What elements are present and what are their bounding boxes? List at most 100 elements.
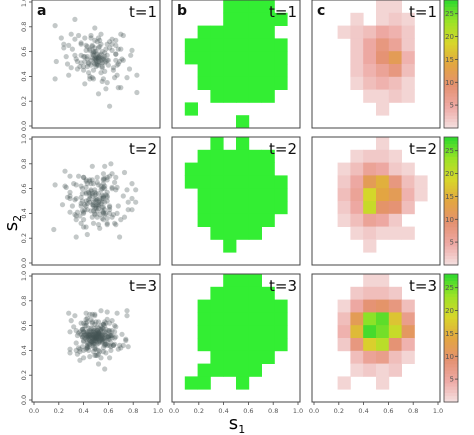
x-tick-label: 0.4 — [78, 407, 88, 415]
scatter-point — [84, 200, 90, 207]
heat-cell — [376, 12, 390, 26]
occupied-cell — [248, 213, 262, 227]
heat-cell — [376, 64, 390, 78]
scatter-point — [82, 331, 88, 337]
colorbar-frame — [443, 136, 459, 266]
scatter-point — [107, 342, 113, 348]
y-axis-row-1: 0.0 0.2 0.4 0.6 0.8 1.0 — [20, 0, 32, 131]
scatter-point — [100, 210, 106, 216]
scatter-point — [81, 337, 87, 344]
scatter-point — [93, 54, 99, 60]
scatter-point — [63, 54, 69, 60]
scatter-point — [114, 62, 120, 68]
scatter-point — [97, 52, 103, 58]
occupied-cell — [197, 149, 211, 163]
scatter-point — [109, 335, 115, 341]
colorbar-segment — [444, 255, 458, 260]
x-tick-label: 0.8 — [268, 407, 278, 415]
scatter-point — [100, 336, 106, 342]
heat-cell — [388, 286, 402, 300]
colorbar-segment — [444, 115, 458, 119]
colorbar-segment — [444, 366, 458, 371]
heat-cell — [414, 175, 428, 189]
colorbar-segment — [444, 360, 458, 365]
scatter-point — [95, 182, 102, 188]
scatter-point — [78, 183, 84, 189]
scatter-point — [94, 339, 100, 345]
scatter-point — [103, 326, 109, 332]
occupied-cell — [236, 115, 250, 129]
scatter-point — [87, 191, 93, 197]
x-tick-label: 1.0 — [293, 407, 303, 415]
colorbar-segment — [444, 80, 458, 84]
heat-cell — [388, 51, 402, 65]
scatter-point — [62, 168, 68, 174]
scatter-point — [86, 347, 92, 353]
scatter-point — [104, 189, 110, 195]
heat-cell — [363, 188, 377, 202]
colorbar-t3: 5 10 15 20 25 — [443, 273, 459, 403]
scatter-point — [95, 334, 102, 340]
scatter-point — [89, 331, 95, 337]
heat-cell — [401, 312, 415, 326]
colorbar-segment — [444, 325, 458, 329]
scatter-point — [84, 54, 90, 60]
scatter-point — [103, 86, 109, 92]
scatter-point — [93, 203, 99, 209]
panels-layer: t=1 a t=2 t=3 t=1 b t=2 t=3 5 10 15 20 25 t=1 c 5 10 15 20… — [31, 0, 459, 403]
heat-cell — [363, 175, 377, 189]
scatter-point — [95, 45, 102, 51]
scatter-point — [86, 60, 92, 66]
scatter-point — [79, 208, 85, 214]
heat-cell — [350, 363, 364, 377]
scatter-point — [77, 346, 83, 352]
scatter-point — [89, 311, 95, 317]
occupied-cell — [184, 51, 198, 65]
occupied-cell — [274, 38, 288, 52]
colorbar-segment — [444, 89, 458, 94]
occupied-cell — [197, 175, 211, 189]
scatter-point — [100, 204, 106, 210]
heat-cell — [376, 137, 390, 151]
heat-cell — [376, 338, 390, 352]
scatter-point — [100, 209, 106, 215]
colorbar-segment — [444, 389, 458, 393]
heat-cell — [350, 338, 364, 352]
heat-cell — [376, 312, 390, 326]
heat-cell — [401, 188, 415, 202]
scatter-point — [102, 323, 108, 329]
scatter-point — [100, 76, 106, 82]
scatter-point — [78, 41, 84, 47]
occupied-cell — [248, 25, 262, 39]
scatter-point — [81, 326, 87, 332]
scatter-point — [92, 187, 98, 193]
occupied-cell — [184, 162, 198, 176]
scatter-point — [109, 328, 115, 334]
scatter-point — [87, 177, 93, 183]
scatter-point — [79, 326, 85, 332]
occupied-cell — [223, 274, 237, 288]
scatter-point — [93, 336, 99, 342]
occupied-cell — [274, 325, 288, 339]
occupied-cell — [236, 25, 250, 39]
scatter-point — [95, 205, 102, 211]
scatter-point — [108, 332, 114, 339]
occupied-cell — [210, 201, 224, 215]
colorbar-segment — [444, 293, 458, 297]
scatter-point — [92, 321, 98, 327]
scatter-point — [113, 51, 119, 57]
scatter-point — [100, 194, 106, 200]
colorbar-segment — [444, 283, 458, 288]
scatter-point — [100, 321, 106, 327]
scatter-point — [81, 224, 87, 230]
scatter-point — [89, 339, 95, 345]
scatter-point — [113, 324, 119, 330]
scatter-point — [90, 334, 97, 340]
colorbar-segment — [444, 83, 458, 87]
occupied-cell — [236, 175, 250, 189]
scatter-point — [84, 342, 90, 348]
colorbar-segment — [444, 105, 458, 110]
y-axis-label: s2 — [1, 215, 24, 231]
scatter-point — [86, 61, 92, 67]
scatter-point — [120, 32, 126, 39]
